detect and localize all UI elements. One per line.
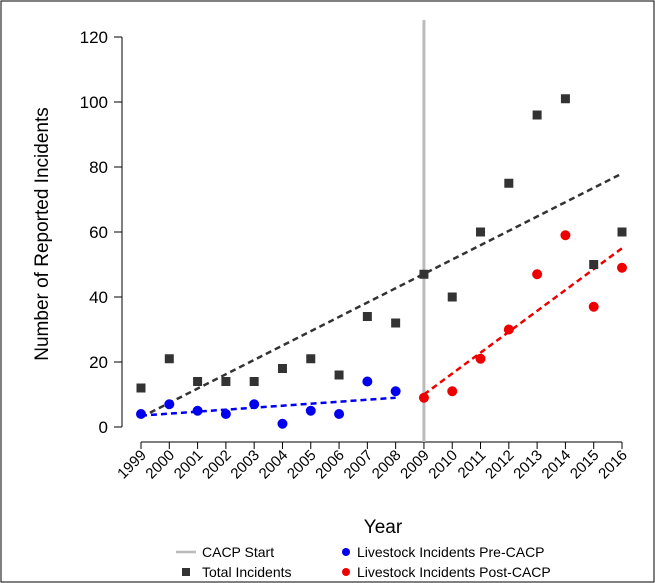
point-total-incidents: [193, 377, 203, 386]
point-total-incidents: [136, 383, 146, 393]
y-tick-label: 40: [89, 288, 108, 307]
point-livestock-pre-cacp: [277, 418, 288, 429]
y-tick-label: 60: [89, 223, 108, 242]
data-points: [136, 94, 627, 429]
x-axis-title: Year: [364, 517, 403, 538]
point-livestock-pre-cacp: [164, 399, 175, 410]
y-axis-title: Number of Reported Incidents: [32, 107, 53, 360]
x-tick-label: 2014: [539, 447, 575, 483]
point-livestock-post-cacp: [532, 269, 543, 280]
x-tick-label: 2012: [482, 447, 518, 483]
y-tick-label: 120: [80, 28, 108, 47]
point-livestock-pre-cacp: [136, 409, 146, 419]
point-total-incidents: [617, 227, 627, 237]
x-tick-label: 2002: [199, 447, 235, 483]
legend-label-pre-cacp: Livestock Incidents Pre-CACP: [357, 544, 545, 560]
legend-swatch-total-incidents: [182, 568, 190, 576]
legend-label-total-incidents: Total Incidents: [202, 564, 292, 580]
point-livestock-pre-cacp: [334, 409, 345, 419]
point-livestock-post-cacp: [503, 324, 514, 335]
point-total-incidents: [447, 292, 457, 302]
y-tick-label: 100: [80, 93, 108, 112]
y-tick-label: 20: [89, 353, 108, 372]
point-total-incidents: [560, 94, 570, 104]
point-livestock-post-cacp: [475, 353, 486, 364]
point-livestock-pre-cacp: [220, 409, 231, 419]
point-total-incidents: [476, 227, 486, 237]
point-total-incidents: [277, 364, 287, 373]
legend-label-post-cacp: Livestock Incidents Post-CACP: [357, 564, 551, 580]
point-livestock-pre-cacp: [305, 405, 316, 416]
x-tick-label: 2013: [510, 447, 546, 483]
legend-swatch-pre-cacp: [342, 548, 350, 556]
point-total-incidents: [391, 318, 401, 328]
point-livestock-post-cacp: [560, 230, 571, 241]
x-tick-label: 2008: [369, 447, 405, 483]
point-livestock-pre-cacp: [249, 399, 260, 410]
point-total-incidents: [164, 354, 174, 364]
x-tick-label: 2016: [595, 447, 631, 483]
x-tick-label: 2011: [455, 447, 490, 482]
point-livestock-pre-cacp: [362, 376, 373, 387]
trend-lines: [140, 172, 623, 419]
x-tick-label: 2010: [425, 447, 461, 483]
point-total-incidents: [532, 110, 542, 120]
legend-swatch-post-cacp: [342, 568, 350, 576]
point-total-incidents: [362, 312, 372, 321]
legend-label-cacp-start: CACP Start: [202, 544, 274, 560]
point-total-incidents: [589, 260, 599, 269]
trend-line-1: [140, 396, 396, 417]
x-tick-label: 2007: [341, 447, 377, 483]
y-tick-label: 80: [89, 158, 108, 177]
point-livestock-pre-cacp: [192, 405, 203, 416]
x-axis: 1999200020012002200320042005200620072008…: [114, 441, 631, 483]
x-tick-label: 2004: [256, 447, 292, 483]
point-total-incidents: [504, 178, 514, 188]
y-tick-label: 0: [99, 418, 108, 437]
point-total-incidents: [221, 377, 231, 386]
point-livestock-post-cacp: [588, 301, 599, 312]
x-tick-label: 2001: [171, 447, 207, 483]
x-tick-label: 2009: [397, 447, 433, 483]
x-tick-label: 2003: [227, 447, 263, 483]
x-tick-label: 2000: [143, 447, 179, 483]
trend-line-2: [423, 247, 623, 396]
x-tick-label: 1999: [114, 447, 150, 483]
legend: CACP Start Total Incidents Livestock Incid…: [176, 544, 551, 580]
y-axis: 0 20 40 60 80 100 120: [80, 28, 123, 437]
point-total-incidents: [334, 370, 344, 380]
trend-line-0: [140, 172, 623, 419]
point-livestock-post-cacp: [447, 386, 458, 397]
point-total-incidents: [419, 269, 429, 279]
point-total-incidents: [249, 377, 259, 386]
x-tick-label: 2005: [284, 447, 320, 483]
point-total-incidents: [306, 354, 316, 364]
x-tick-label: 2015: [567, 447, 603, 483]
point-livestock-post-cacp: [617, 262, 627, 273]
point-livestock-post-cacp: [418, 392, 429, 403]
x-tick-label: 2006: [312, 447, 348, 483]
point-livestock-pre-cacp: [390, 386, 401, 397]
